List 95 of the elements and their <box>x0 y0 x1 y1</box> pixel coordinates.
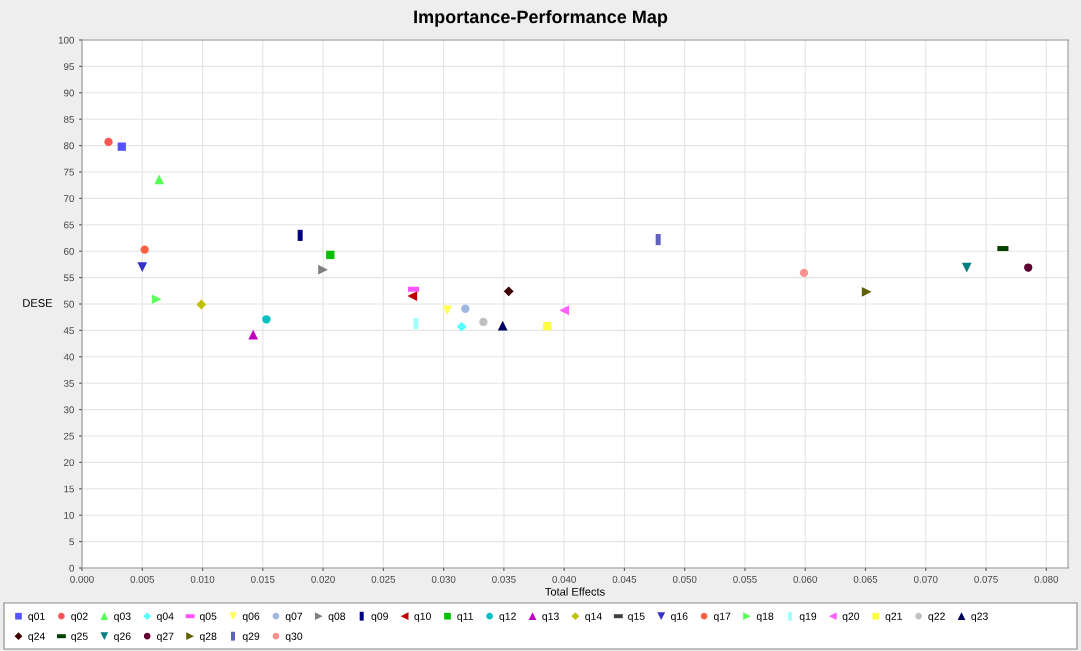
legend-label: q12 <box>499 612 516 622</box>
legend-label: q10 <box>414 612 431 622</box>
legend-label: q08 <box>328 612 346 622</box>
x-tick-label: 0.065 <box>853 575 878 583</box>
legend-label: q30 <box>285 632 303 642</box>
point <box>543 322 552 331</box>
y-tick-label: 60 <box>64 247 74 255</box>
legend-label: q19 <box>799 612 817 622</box>
point <box>799 268 809 278</box>
legend-label: q20 <box>842 612 860 622</box>
legend-label: q11 <box>457 612 473 622</box>
point <box>497 320 508 331</box>
x-tick-label: 0.060 <box>793 575 818 583</box>
point <box>407 291 418 301</box>
legend-label: q28 <box>199 632 217 642</box>
y-tick-label: 50 <box>63 300 74 308</box>
legend-label: q13 <box>542 612 559 622</box>
y-tick-label: 45 <box>63 327 74 335</box>
point <box>117 142 126 151</box>
x-tick-label: 0.025 <box>371 575 396 583</box>
legend-label: q18 <box>756 612 774 622</box>
legend-label: q03 <box>114 612 131 622</box>
chart-title: Importance-Performance Map <box>414 10 668 27</box>
y-tick-label: 65 <box>64 221 74 229</box>
legend-label: q27 <box>157 632 174 642</box>
legend-label: q15 <box>628 612 645 622</box>
x-tick-label: 0.080 <box>1034 575 1059 583</box>
x-tick-label: 0.040 <box>552 575 576 583</box>
y-tick-label: 30 <box>63 406 74 414</box>
x-tick-label: 0.015 <box>251 575 275 583</box>
legend-label: q09 <box>371 612 388 622</box>
y-tick-label: 55 <box>63 274 74 282</box>
y-tick-label: 10 <box>64 511 74 519</box>
x-axis-title: Total Effects <box>545 587 605 596</box>
legend-label: q25 <box>71 632 88 642</box>
y-tick-label: 5 <box>69 538 74 546</box>
legend-label: q04 <box>157 612 174 622</box>
point <box>326 250 335 260</box>
point <box>151 294 162 305</box>
x-tick-label: 0.035 <box>492 575 516 583</box>
legend-label: q26 <box>114 632 131 642</box>
point <box>154 174 165 185</box>
point <box>442 305 453 316</box>
x-tick-label: 0.055 <box>733 575 757 583</box>
y-tick-label: 90 <box>64 89 74 97</box>
legend-label: q02 <box>71 612 88 622</box>
point <box>196 299 207 310</box>
legend-label: q22 <box>928 612 945 622</box>
x-tick-label: 0.005 <box>130 575 155 583</box>
legend-label: q21 <box>885 612 902 622</box>
y-tick-label: 95 <box>64 63 74 71</box>
legend-label: q24 <box>28 632 45 642</box>
y-tick-label: 40 <box>63 353 74 361</box>
x-tick-label: 0.010 <box>190 575 215 583</box>
x-tick-label: 0.070 <box>913 575 938 583</box>
point <box>961 262 972 273</box>
y-tick-label: 85 <box>63 115 74 123</box>
point <box>503 286 514 297</box>
legend-label: q14 <box>585 612 602 622</box>
point <box>559 305 570 316</box>
point <box>861 286 872 297</box>
y-tick-label: 25 <box>64 432 74 440</box>
y-axis-title: DESE <box>23 299 53 307</box>
x-tick-label: 0.020 <box>311 575 335 583</box>
point <box>262 315 271 324</box>
x-tick-label: 0.045 <box>612 575 637 583</box>
point <box>461 304 470 313</box>
legend-label: q07 <box>285 612 303 622</box>
y-tick-label: 35 <box>63 379 74 387</box>
y-tick-label: 80 <box>63 142 74 150</box>
legend-label: q16 <box>671 612 688 622</box>
legend-label: q06 <box>242 612 260 622</box>
legend-label: q17 <box>713 612 731 622</box>
x-tick-label: 0.000 <box>70 575 94 583</box>
point <box>140 245 149 254</box>
x-tick-label: 0.030 <box>431 575 456 583</box>
point <box>318 264 328 275</box>
y-tick-label: 15 <box>64 485 74 493</box>
x-tick-label: 0.050 <box>672 575 697 583</box>
point <box>137 262 148 272</box>
y-tick-label: 20 <box>64 459 74 467</box>
legend-label: q01 <box>28 612 45 622</box>
legend-label: q05 <box>199 612 217 622</box>
legend-label: q23 <box>971 612 988 622</box>
y-tick-label: 0 <box>69 564 74 572</box>
point <box>456 321 467 332</box>
point <box>104 137 113 147</box>
legend-label: q29 <box>242 632 260 642</box>
x-tick-label: 0.075 <box>974 575 998 583</box>
y-tick-label: 75 <box>64 168 74 176</box>
point <box>479 317 488 327</box>
point <box>248 329 259 340</box>
y-tick-label: 100 <box>58 36 74 44</box>
y-tick-label: 70 <box>64 195 74 203</box>
point <box>1024 263 1033 272</box>
